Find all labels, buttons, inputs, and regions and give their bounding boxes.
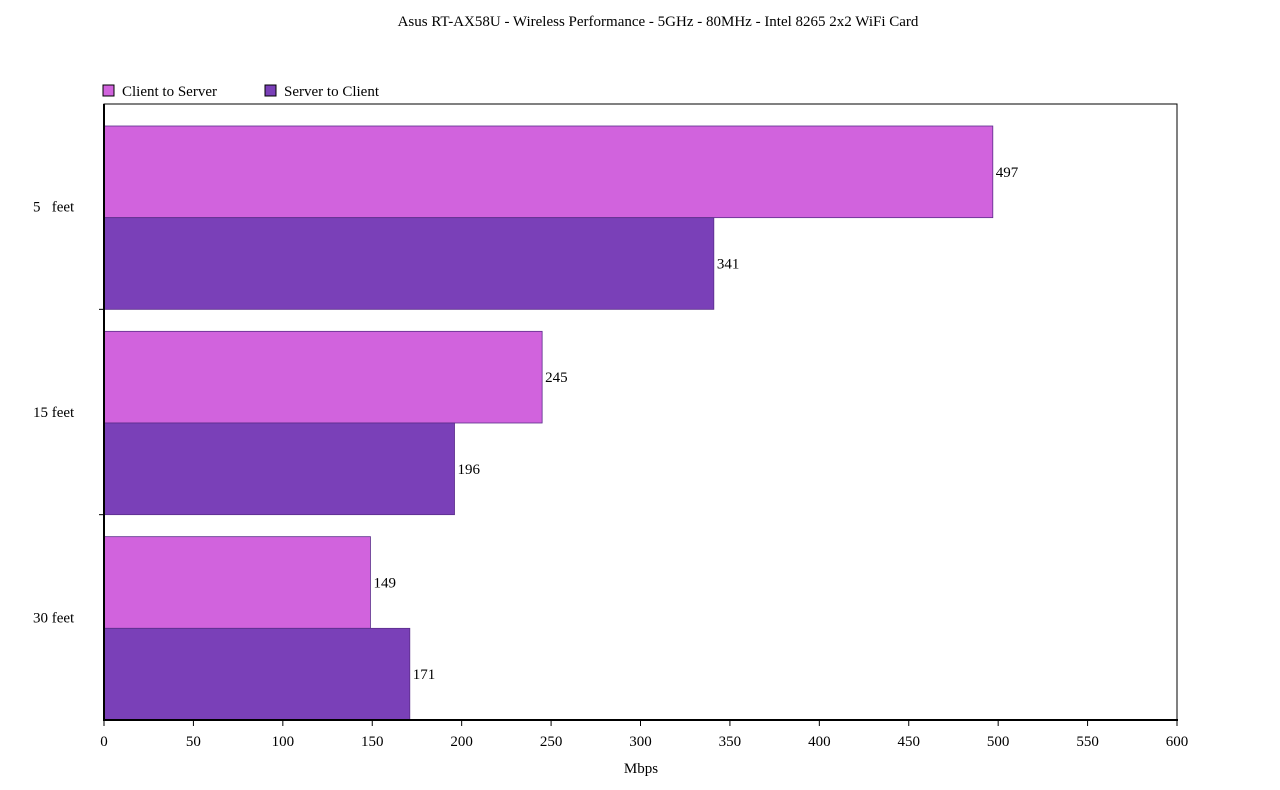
data-label-2-0: 149 <box>373 576 396 592</box>
legend: Client to Server Server to Client <box>102 84 380 100</box>
x-axis-label: Mbps <box>624 761 658 777</box>
x-tick-label-11: 550 <box>1076 734 1099 750</box>
legend-label-1: Server to Client <box>284 84 380 100</box>
x-tick-label-5: 250 <box>540 734 563 750</box>
x-tick-label-4: 200 <box>450 734 473 750</box>
axes-group: 5 feet 15 feet 30 feet 0 50 100 150 200 250 300 35… <box>33 104 1188 750</box>
data-label-0-1: 341 <box>717 257 740 273</box>
y-tick-label-0: 5 feet <box>33 200 75 216</box>
data-label-1-0: 245 <box>545 370 568 386</box>
data-label-1-1: 196 <box>458 462 481 478</box>
x-tick-label-8: 400 <box>808 734 831 750</box>
y-tick-label-2: 30 feet <box>33 610 75 626</box>
x-tick-label-12: 600 <box>1166 734 1189 750</box>
y-tick-label-1: 15 feet <box>33 405 75 421</box>
x-tick-label-2: 100 <box>272 734 295 750</box>
legend-label-0: Client to Server <box>122 84 217 100</box>
data-label-2-1: 171 <box>413 667 436 683</box>
x-tick-label-6: 300 <box>629 734 652 750</box>
chart-title: Asus RT-AX58U - Wireless Performance - 5… <box>398 14 919 30</box>
bar-1-0 <box>103 330 543 424</box>
bar-2-1 <box>103 627 411 721</box>
x-tick-label-3: 150 <box>361 734 384 750</box>
data-label-0-0: 497 <box>996 165 1019 181</box>
bar-0-1 <box>103 217 715 310</box>
data-labels-group: 497 341 245 196 149 171 <box>373 165 1018 683</box>
bar-2-0 <box>103 536 371 629</box>
bars-group <box>103 125 994 721</box>
x-tick-label-10: 500 <box>987 734 1010 750</box>
bar-1-1 <box>103 422 455 516</box>
legend-swatch-0 <box>102 84 115 97</box>
x-tick-label-1: 50 <box>186 734 201 750</box>
bar-0-0 <box>103 125 994 219</box>
x-tick-label-0: 0 <box>100 734 108 750</box>
x-tick-label-9: 450 <box>898 734 921 750</box>
x-tick-label-7: 350 <box>719 734 742 750</box>
legend-swatch-1 <box>264 84 277 97</box>
